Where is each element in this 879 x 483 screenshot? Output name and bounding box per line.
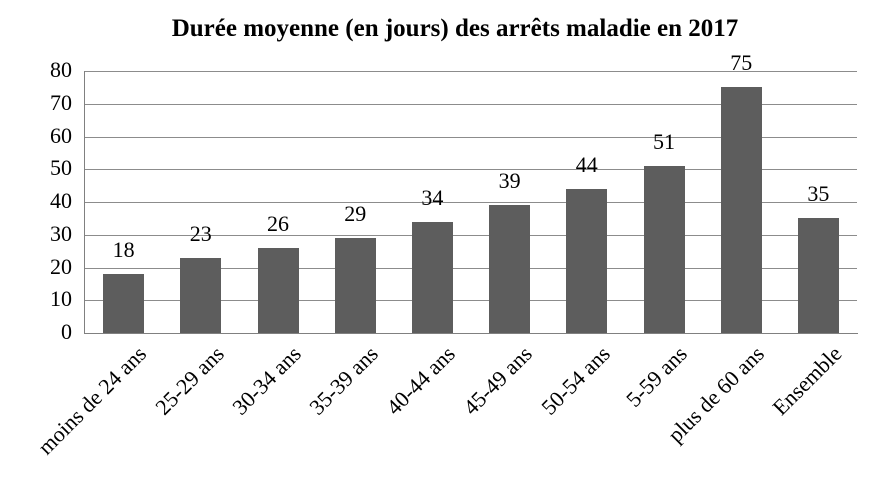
- gridline: [85, 300, 857, 302]
- bar-value-label: 44: [575, 151, 598, 177]
- bar-value-label: 51: [653, 128, 675, 154]
- bar: [103, 274, 145, 333]
- bar-value-label: 75: [730, 50, 753, 76]
- y-tick-label: 60: [50, 122, 72, 148]
- bar-value-label: 35: [807, 181, 830, 207]
- bar-value-label: 23: [189, 220, 212, 246]
- y-axis-line: [84, 71, 85, 333]
- bar-value-label: 39: [498, 168, 521, 194]
- bar-value-label: 18: [112, 237, 135, 263]
- bar: [257, 247, 299, 333]
- bar: [489, 205, 531, 333]
- bar: [180, 257, 222, 333]
- bar: [411, 221, 453, 333]
- gridline: [85, 234, 857, 236]
- bar-value-label: 34: [421, 184, 444, 210]
- x-category-label: 40-44 ans: [381, 341, 461, 420]
- bar-value-label: 26: [267, 210, 289, 236]
- y-tick-label: 80: [50, 57, 72, 82]
- y-tick-label: 50: [50, 155, 72, 181]
- gridline: [85, 103, 857, 105]
- bar-value-label: 29: [344, 201, 367, 227]
- y-tick-label: 30: [50, 220, 72, 246]
- x-category-label: 30-34 ans: [227, 341, 306, 420]
- x-category-label: 50-54 ans: [535, 341, 615, 420]
- y-tick-label: 0: [61, 319, 72, 344]
- x-category-label: moins de 24 ans: [32, 341, 152, 460]
- x-category-label: Ensemble: [767, 341, 847, 421]
- x-category-label: 35-39 ans: [304, 341, 383, 420]
- gridline: [85, 202, 857, 203]
- gridline: [85, 267, 857, 269]
- y-tick-label: 70: [50, 89, 72, 115]
- y-tick-label: 40: [50, 188, 72, 213]
- chart-title: Durée moyenne (en jours) des arrêts mala…: [171, 15, 739, 42]
- bar: [334, 238, 376, 333]
- bar: [720, 87, 762, 333]
- bar: [643, 165, 685, 333]
- x-category-label: 5-59 ans: [620, 341, 692, 412]
- y-tick-label: 10: [50, 286, 72, 312]
- gridline: [85, 169, 857, 171]
- gridline: [85, 71, 857, 72]
- x-axis-line: [84, 333, 858, 334]
- bar: [797, 218, 839, 333]
- bar: [566, 188, 608, 333]
- gridline: [85, 136, 857, 138]
- x-category-label: 25-29 ans: [149, 341, 229, 420]
- x-category-label: 45-49 ans: [458, 341, 538, 420]
- y-tick-label: 20: [50, 253, 72, 279]
